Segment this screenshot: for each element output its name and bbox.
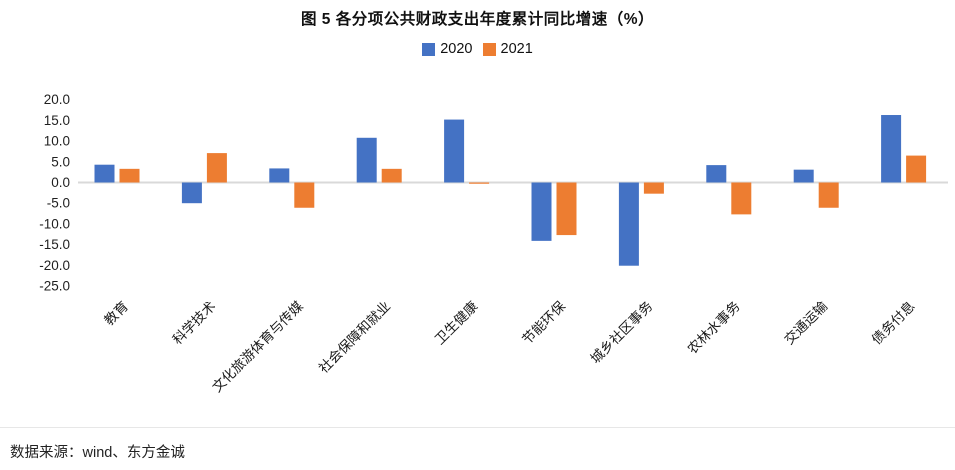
bar-2020-卫生健康 — [444, 119, 465, 183]
x-category-label: 交通运输 — [781, 297, 831, 347]
y-tick-label: -15.0 — [39, 237, 70, 252]
bar-2020-教育 — [94, 164, 115, 183]
bar-2020-债务付息 — [881, 115, 902, 183]
figure-divider — [0, 427, 955, 428]
legend-item-2021: 2021 — [482, 41, 533, 57]
bar-2020-城乡社区事务 — [618, 182, 639, 266]
chart-title: 图 5 各分项公共财政支出年度累计同比增速（%） — [300, 11, 655, 28]
y-tick-label: 15.0 — [44, 113, 70, 128]
bar-2021-教育 — [119, 168, 140, 183]
bar-2021-卫生健康 — [469, 182, 490, 184]
legend-label-2020: 2020 — [440, 41, 473, 57]
x-category-label: 科学技术 — [170, 299, 219, 348]
y-tick-label: 20.0 — [44, 92, 70, 107]
legend-swatch-2021 — [482, 42, 496, 56]
source-note: 数据来源：wind、东方金诚 — [10, 445, 185, 461]
x-category-label: 农林水事务 — [685, 299, 743, 357]
legend-swatch-2020 — [422, 42, 436, 56]
bar-2021-文化旅游体育与传媒 — [294, 182, 315, 208]
y-tick-label: -5.0 — [47, 196, 70, 211]
bar-2021-社会保障和就业 — [381, 168, 402, 183]
bar-2020-节能环保 — [531, 182, 552, 241]
bar-2021-城乡社区事务 — [643, 182, 664, 194]
bar-2021-节能环保 — [556, 182, 577, 236]
chart-legend: 2020 2021 — [0, 41, 955, 57]
y-tick-label: 10.0 — [44, 134, 70, 149]
bar-2021-农林水事务 — [731, 182, 752, 215]
y-tick-label: -25.0 — [39, 279, 70, 294]
legend-label-2021: 2021 — [500, 41, 533, 57]
x-category-label: 城乡社区事务 — [588, 299, 656, 367]
x-category-label: 卫生健康 — [431, 297, 481, 347]
y-tick-label: -10.0 — [39, 216, 70, 231]
bar-2020-社会保障和就业 — [356, 137, 377, 183]
bar-2020-文化旅游体育与传媒 — [269, 168, 290, 183]
bar-2020-交通运输 — [793, 169, 814, 183]
y-tick-label: 0.0 — [51, 175, 70, 190]
bar-2021-债务付息 — [906, 155, 927, 183]
x-category-label: 文化旅游体育与传媒 — [209, 298, 306, 395]
bar-2021-交通运输 — [818, 182, 839, 208]
bar-2021-科学技术 — [206, 153, 227, 183]
bar-2020-科学技术 — [181, 182, 202, 204]
bar-2020-农林水事务 — [706, 165, 727, 183]
bar-chart-plot: 20.0 15.0 10.0 5.0 0.0 -5.0 -10.0 -15.0 -20.0 -25… — [39, 92, 948, 395]
legend-item-2020: 2020 — [422, 41, 473, 57]
x-category-label: 节能环保 — [519, 298, 568, 347]
x-category-label: 教育 — [101, 299, 131, 329]
x-category-label: 债务付息 — [868, 298, 917, 347]
x-category-label: 社会保障和就业 — [316, 299, 393, 376]
y-tick-label: -20.0 — [39, 258, 70, 273]
y-tick-label: 5.0 — [51, 154, 70, 169]
